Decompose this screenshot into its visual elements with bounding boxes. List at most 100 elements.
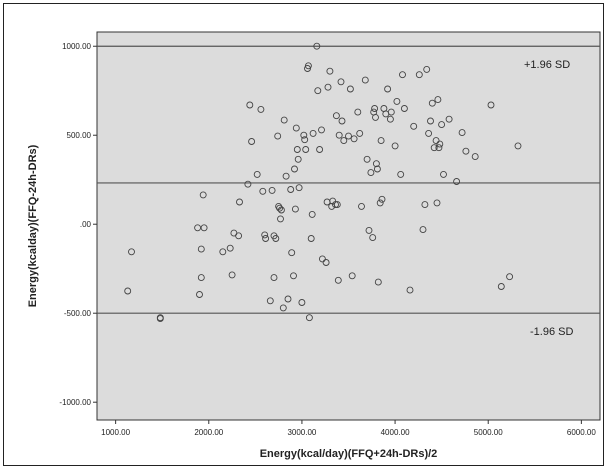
data-point-8 xyxy=(199,191,207,199)
data-point-19 xyxy=(253,170,261,178)
data-point-57 xyxy=(313,42,321,50)
data-point-49 xyxy=(301,136,309,144)
data-point-37 xyxy=(284,295,292,303)
data-point-41 xyxy=(291,165,298,173)
data-point-23 xyxy=(262,235,270,242)
data-point-25 xyxy=(268,186,276,194)
lower-limit-label: -1.96 SD xyxy=(530,326,573,338)
data-point-61 xyxy=(318,255,326,263)
y-tick-label-1: 500.00 xyxy=(67,131,92,140)
data-point-59 xyxy=(316,146,324,153)
data-point-64 xyxy=(324,83,332,91)
data-point-125 xyxy=(453,178,461,185)
data-point-130 xyxy=(497,283,505,290)
data-point-75 xyxy=(340,137,348,145)
data-point-38 xyxy=(287,186,295,193)
y-axis-ticks: 1000.00 500.00 .00 -500.00 -1000.00 xyxy=(59,42,97,407)
data-point-110 xyxy=(419,226,427,234)
data-point-95 xyxy=(377,137,385,145)
data-point-81 xyxy=(356,129,364,137)
data-point-102 xyxy=(391,142,399,150)
data-point-40 xyxy=(290,272,297,280)
data-point-122 xyxy=(438,121,446,129)
data-point-92 xyxy=(373,165,381,173)
data-point-0 xyxy=(124,287,132,295)
data-point-119 xyxy=(434,96,442,104)
data-point-60 xyxy=(318,126,325,134)
x-tick-label-5: 6000.00 xyxy=(567,428,596,437)
data-point-10 xyxy=(219,248,227,256)
reference-lines xyxy=(97,45,600,314)
data-point-65 xyxy=(326,67,334,75)
data-point-48 xyxy=(300,131,308,139)
data-point-9 xyxy=(200,224,208,232)
data-point-18 xyxy=(248,138,256,145)
data-point-82 xyxy=(358,202,365,210)
data-point-47 xyxy=(298,299,306,306)
data-point-132 xyxy=(514,142,522,150)
data-point-78 xyxy=(348,272,356,280)
data-point-113 xyxy=(425,129,433,137)
data-point-24 xyxy=(266,297,274,305)
data-point-118 xyxy=(433,199,441,207)
data-point-31 xyxy=(276,204,284,212)
data-point-124 xyxy=(445,115,453,123)
data-point-77 xyxy=(346,85,354,93)
data-point-89 xyxy=(371,105,379,112)
data-point-109 xyxy=(415,71,423,79)
data-point-52 xyxy=(304,62,312,70)
data-point-76 xyxy=(345,132,352,140)
data-point-101 xyxy=(387,108,395,116)
data-point-90 xyxy=(372,113,379,121)
data-point-85 xyxy=(365,226,373,234)
data-point-103 xyxy=(393,97,401,105)
plot-area xyxy=(96,31,601,421)
data-point-22 xyxy=(261,231,269,239)
data-points xyxy=(124,42,522,323)
upper-limit-label: +1.96 SD xyxy=(524,59,570,71)
data-point-71 xyxy=(334,276,342,284)
data-point-131 xyxy=(506,273,514,281)
x-axis-title: Energy(kcal/day)(FFQ+24h-DRs)/2 xyxy=(260,448,438,460)
data-point-112 xyxy=(423,65,431,73)
data-point-123 xyxy=(440,170,447,178)
x-tick-label-0: 1000.00 xyxy=(101,428,130,437)
data-point-46 xyxy=(295,184,303,192)
data-point-99 xyxy=(384,85,392,93)
data-point-34 xyxy=(279,304,287,312)
x-axis-ticks: 1000.00 2000.00 3000.00 4000.00 5000.00 6000.… xyxy=(101,420,596,437)
data-point-56 xyxy=(309,129,317,137)
data-point-1 xyxy=(128,248,135,256)
data-point-93 xyxy=(374,278,382,286)
data-point-106 xyxy=(400,105,408,112)
data-point-5 xyxy=(196,291,203,298)
data-point-107 xyxy=(406,286,414,294)
data-point-94 xyxy=(376,199,384,207)
data-point-53 xyxy=(305,314,313,322)
data-point-100 xyxy=(386,115,394,123)
x-tick-label-3: 4000.00 xyxy=(381,428,410,437)
x-tick-label-1: 2000.00 xyxy=(194,428,223,437)
data-point-44 xyxy=(293,146,301,153)
data-point-73 xyxy=(337,78,345,86)
data-point-17 xyxy=(246,101,254,109)
data-point-4 xyxy=(194,224,202,232)
data-point-115 xyxy=(428,99,436,107)
data-point-26 xyxy=(270,274,278,282)
data-point-29 xyxy=(274,132,282,140)
data-point-129 xyxy=(487,101,495,109)
data-point-83 xyxy=(361,76,369,84)
y-axis-title: Energy(kcalday)(FFQ-24h-DRs) xyxy=(27,144,39,307)
data-point-58 xyxy=(314,87,322,95)
data-point-62 xyxy=(322,259,330,266)
data-point-42 xyxy=(291,205,299,213)
data-point-20 xyxy=(257,105,265,113)
data-point-55 xyxy=(308,210,316,218)
data-point-32 xyxy=(277,215,284,223)
data-point-114 xyxy=(427,117,434,125)
data-point-79 xyxy=(350,135,358,143)
data-point-80 xyxy=(354,108,362,116)
data-point-16 xyxy=(244,180,252,188)
data-point-72 xyxy=(335,131,343,139)
